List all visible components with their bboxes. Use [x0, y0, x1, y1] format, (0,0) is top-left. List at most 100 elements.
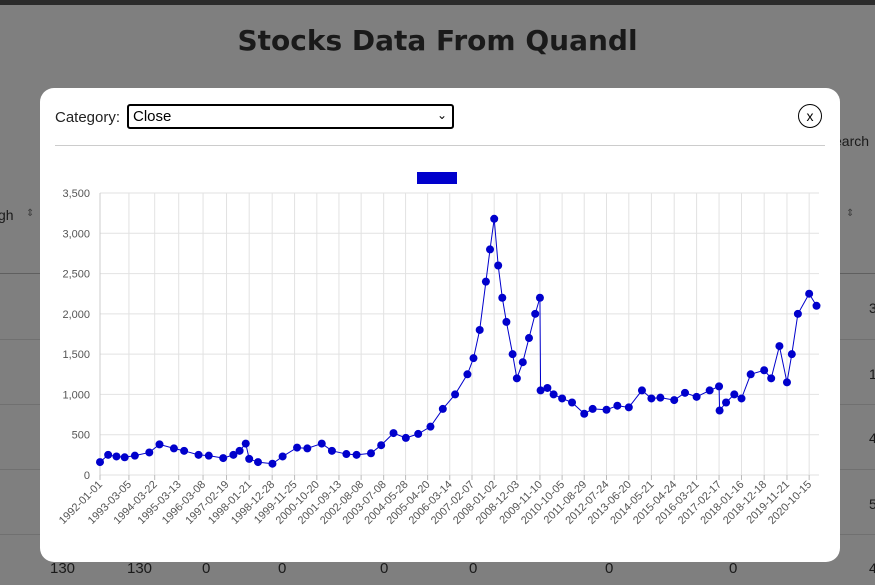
- data-point: [241, 439, 250, 448]
- data-point: [235, 446, 244, 455]
- table-cell: 0: [380, 560, 389, 577]
- sort-icon[interactable]: ⇕: [846, 208, 855, 219]
- data-point: [680, 388, 689, 397]
- data-point: [793, 309, 802, 318]
- data-point: [293, 443, 302, 452]
- data-point: [486, 245, 495, 254]
- table-cell: 0: [605, 560, 614, 577]
- data-point: [535, 293, 544, 302]
- data-point: [278, 452, 287, 461]
- data-point: [692, 392, 701, 401]
- y-tick-label: 500: [72, 430, 90, 442]
- data-point: [715, 382, 724, 391]
- data-point: [377, 441, 386, 450]
- data-point: [254, 458, 263, 467]
- data-point: [112, 452, 121, 461]
- data-point: [481, 277, 490, 286]
- data-point: [637, 386, 646, 395]
- data-point: [169, 444, 178, 453]
- sort-icon[interactable]: ⇕: [26, 208, 35, 219]
- data-point: [268, 459, 277, 468]
- data-point: [568, 398, 577, 407]
- data-point: [317, 439, 326, 448]
- data-point: [518, 358, 527, 367]
- data-point: [245, 454, 254, 463]
- top-bar: [0, 0, 875, 5]
- close-button[interactable]: x: [798, 104, 822, 128]
- data-point: [543, 383, 552, 392]
- data-point: [352, 450, 361, 459]
- data-point: [494, 261, 503, 270]
- data-point: [549, 390, 558, 399]
- table-cell: 3: [869, 300, 875, 316]
- data-point: [342, 450, 351, 459]
- y-tick-label: 2,000: [62, 309, 90, 321]
- data-point: [451, 390, 460, 399]
- data-point: [508, 350, 517, 359]
- data-point: [502, 317, 511, 326]
- data-point: [613, 401, 622, 410]
- page-title: Stocks Data From Quandl: [237, 24, 638, 57]
- data-point: [475, 325, 484, 334]
- data-point: [104, 450, 113, 459]
- data-point: [624, 403, 633, 412]
- table-cell: 4: [869, 430, 875, 446]
- search-label-fragment: earch: [834, 133, 870, 149]
- data-point: [531, 309, 540, 318]
- chevron-down-icon: ⌄: [436, 108, 447, 122]
- data-point: [229, 450, 238, 459]
- y-tick-label: 1,500: [62, 349, 90, 361]
- data-point: [120, 453, 129, 462]
- data-point: [536, 386, 545, 395]
- data-point: [401, 433, 410, 442]
- data-point: [327, 446, 336, 455]
- data-point: [512, 374, 521, 383]
- chart-modal: Category: Close ⌄ x 0 500 1,000 1,500 2,000 2…: [40, 88, 840, 562]
- modal-divider: [55, 145, 825, 146]
- data-point: [155, 440, 164, 449]
- legend-swatch: [417, 172, 457, 184]
- data-point: [812, 301, 821, 310]
- data-point: [782, 378, 791, 387]
- data-point: [715, 406, 724, 415]
- data-point: [670, 396, 679, 405]
- data-point: [722, 398, 731, 407]
- data-point: [647, 394, 656, 403]
- data-point: [463, 370, 472, 379]
- data-point: [219, 454, 228, 463]
- table-cell: 130: [50, 560, 76, 577]
- stock-line-chart: 05001,0001,5002,0002,5003,0003,5001992-0…: [57, 172, 821, 527]
- data-point: [805, 289, 814, 298]
- category-select[interactable]: Close ⌄: [127, 104, 454, 129]
- data-point: [130, 451, 139, 460]
- data-point: [705, 386, 714, 395]
- data-point: [490, 214, 499, 223]
- table-cell: 0: [729, 560, 738, 577]
- table-cell: 0: [278, 560, 287, 577]
- column-header-fragment: gh: [0, 207, 14, 223]
- data-point: [558, 394, 567, 403]
- data-point: [760, 366, 769, 375]
- data-point: [787, 350, 796, 359]
- y-tick-label: 3,500: [62, 188, 90, 200]
- data-point: [414, 429, 423, 438]
- data-point: [767, 374, 776, 383]
- data-point: [145, 448, 154, 457]
- series-line-close: [99, 218, 817, 465]
- data-point: [737, 394, 746, 403]
- data-point: [438, 404, 447, 413]
- data-point: [366, 449, 375, 458]
- y-tick-label: 2,500: [62, 269, 90, 281]
- table-cell: 0: [469, 560, 478, 577]
- data-point: [194, 450, 203, 459]
- data-point: [580, 409, 589, 418]
- table-cell: 1: [869, 366, 875, 382]
- data-point: [524, 334, 533, 343]
- data-point: [389, 429, 398, 438]
- data-point: [180, 446, 189, 455]
- data-point: [498, 293, 507, 302]
- data-point: [204, 451, 213, 460]
- data-point: [730, 390, 739, 399]
- y-tick-label: 0: [84, 470, 90, 482]
- y-tick-label: 1,000: [62, 389, 90, 401]
